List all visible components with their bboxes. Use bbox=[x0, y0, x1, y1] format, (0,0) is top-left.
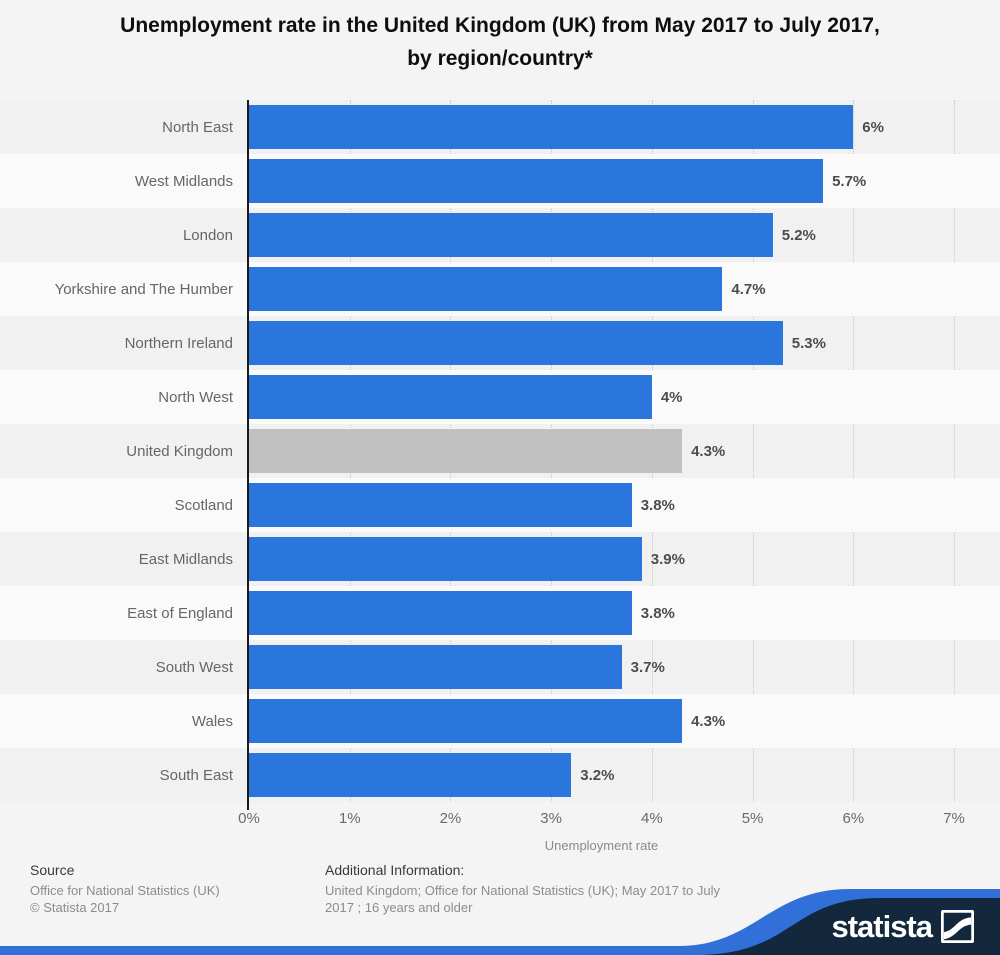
chart-title-line1: Unemployment rate in the United Kingdom … bbox=[120, 14, 880, 37]
plot-cell: 4.3% bbox=[249, 694, 954, 748]
chart-row: East Midlands 3.9% bbox=[0, 532, 1000, 586]
x-tick-label: 1% bbox=[338, 810, 361, 827]
plot-cell: 4% bbox=[249, 370, 954, 424]
category-label: United Kingdom bbox=[126, 442, 233, 460]
value-label: 3.2% bbox=[580, 766, 615, 784]
wave-blue-shape bbox=[0, 889, 1000, 955]
value-label: 5.3% bbox=[791, 334, 826, 352]
bar-south-west bbox=[249, 645, 622, 689]
x-tick-label: 6% bbox=[842, 810, 865, 827]
category-label: East of England bbox=[127, 604, 233, 622]
plot-cell: 3.7% bbox=[249, 640, 954, 694]
plot-cell: 3.9% bbox=[249, 532, 954, 586]
chart-rows: North East 6% West Midlands 5.7% London 5.2% Y… bbox=[0, 100, 1000, 802]
plot-cell: 5.3% bbox=[249, 316, 954, 370]
value-label: 4.3% bbox=[691, 442, 726, 460]
category-label: North West bbox=[158, 388, 233, 406]
x-tick-label: 2% bbox=[439, 810, 462, 827]
bar-north-east bbox=[249, 105, 854, 149]
plot-cell: 3.8% bbox=[249, 478, 954, 532]
chart-title: Unemployment rate in the United Kingdom … bbox=[0, 0, 1000, 75]
plot-cell: 3.2% bbox=[249, 748, 954, 802]
x-tick-label: 3% bbox=[540, 810, 562, 827]
chart-row: South West 3.7% bbox=[0, 640, 1000, 694]
bar-chart: North East 6% West Midlands 5.7% London 5.2% Y… bbox=[0, 100, 1000, 853]
bar-west-midlands bbox=[249, 159, 824, 203]
chart-row: North West 4% bbox=[0, 370, 1000, 424]
source-heading: Source bbox=[30, 862, 75, 878]
x-tick-label: 7% bbox=[943, 810, 965, 827]
bar-scotland bbox=[249, 483, 632, 527]
value-label: 3.8% bbox=[640, 496, 675, 514]
category-label: East Midlands bbox=[138, 550, 233, 568]
value-label: 3.8% bbox=[640, 604, 675, 622]
plot-cell: 5.7% bbox=[249, 154, 954, 208]
category-label: North East bbox=[162, 118, 233, 136]
footer-wave-banner bbox=[0, 889, 1000, 955]
chart-row: Wales 4.3% bbox=[0, 694, 1000, 748]
statista-logo[interactable]: statista bbox=[831, 910, 974, 943]
statista-wordmark: statista bbox=[831, 909, 933, 944]
gridline-7pct bbox=[954, 100, 955, 802]
chart-row: South East 3.2% bbox=[0, 748, 1000, 802]
statista-logo-mark-icon bbox=[941, 910, 974, 943]
plot-cell: 4.3% bbox=[249, 424, 954, 478]
value-label: 4.3% bbox=[691, 712, 726, 730]
value-label: 6% bbox=[862, 118, 884, 136]
category-label: South West bbox=[155, 658, 233, 676]
wave-navy-shape bbox=[700, 898, 1000, 955]
additional-info-body: United Kingdom; Office for National Stat… bbox=[325, 883, 720, 915]
category-label: London bbox=[182, 226, 233, 244]
bar-london bbox=[249, 213, 773, 257]
bar-united-kingdom bbox=[249, 429, 683, 473]
bar-east-of-england bbox=[249, 591, 632, 635]
x-tick-label: 4% bbox=[641, 810, 663, 827]
value-label: 3.9% bbox=[650, 550, 685, 568]
x-tick-label: 5% bbox=[741, 810, 764, 827]
chart-row: Northern Ireland 5.3% bbox=[0, 316, 1000, 370]
chart-row: North East 6% bbox=[0, 100, 1000, 154]
chart-row: United Kingdom 4.3% bbox=[0, 424, 1000, 478]
value-label: 3.7% bbox=[630, 658, 665, 676]
value-label: 4% bbox=[660, 388, 683, 406]
x-tick-label: 0% bbox=[238, 810, 260, 827]
source-line1: Office for National Statistics (UK) bbox=[30, 883, 220, 898]
value-label: 5.2% bbox=[781, 226, 816, 244]
plot-cell: 6% bbox=[249, 100, 954, 154]
chart-row: Yorkshire and The Humber 4.7% bbox=[0, 262, 1000, 316]
bar-northern-ireland bbox=[249, 321, 783, 365]
chart-row: Scotland 3.8% bbox=[0, 478, 1000, 532]
x-axis-ticks: 0% 1% 2% 3% 4% 5% 6% 7% bbox=[238, 810, 965, 834]
source-line2: © Statista 2017 bbox=[30, 900, 120, 915]
bar-wales bbox=[249, 699, 683, 743]
category-label: Northern Ireland bbox=[124, 334, 233, 352]
gridline-6pct bbox=[853, 100, 855, 802]
chart-title-line2: by region/country* bbox=[407, 47, 593, 70]
plot-cell: 5.2% bbox=[249, 208, 954, 262]
plot-cell: 3.8% bbox=[249, 586, 954, 640]
bar-north-west bbox=[249, 375, 652, 419]
bar-yorkshire-and-the-humber bbox=[249, 267, 723, 311]
value-label: 5.7% bbox=[832, 172, 867, 190]
plot-cell: 4.7% bbox=[249, 262, 954, 316]
category-label: Scotland bbox=[174, 496, 233, 514]
value-label: 4.7% bbox=[731, 280, 766, 298]
x-axis-title: Unemployment rate bbox=[544, 838, 659, 853]
gridline-5pct bbox=[752, 100, 754, 802]
category-label: Yorkshire and The Humber bbox=[54, 280, 233, 298]
source-block: Source Office for National Statistics (U… bbox=[30, 862, 220, 916]
bar-south-east bbox=[249, 753, 572, 797]
chart-row: East of England 3.8% bbox=[0, 586, 1000, 640]
additional-info-heading: Additional Information: bbox=[325, 862, 465, 878]
category-label: West Midlands bbox=[134, 172, 233, 190]
chart-row: West Midlands 5.7% bbox=[0, 154, 1000, 208]
bar-east-midlands bbox=[249, 537, 642, 581]
category-label: South East bbox=[159, 766, 233, 784]
category-label: Wales bbox=[191, 712, 233, 730]
additional-info-block: Additional Information: United Kingdom; … bbox=[325, 862, 740, 916]
y-axis-line bbox=[247, 100, 249, 810]
chart-row: London 5.2% bbox=[0, 208, 1000, 262]
